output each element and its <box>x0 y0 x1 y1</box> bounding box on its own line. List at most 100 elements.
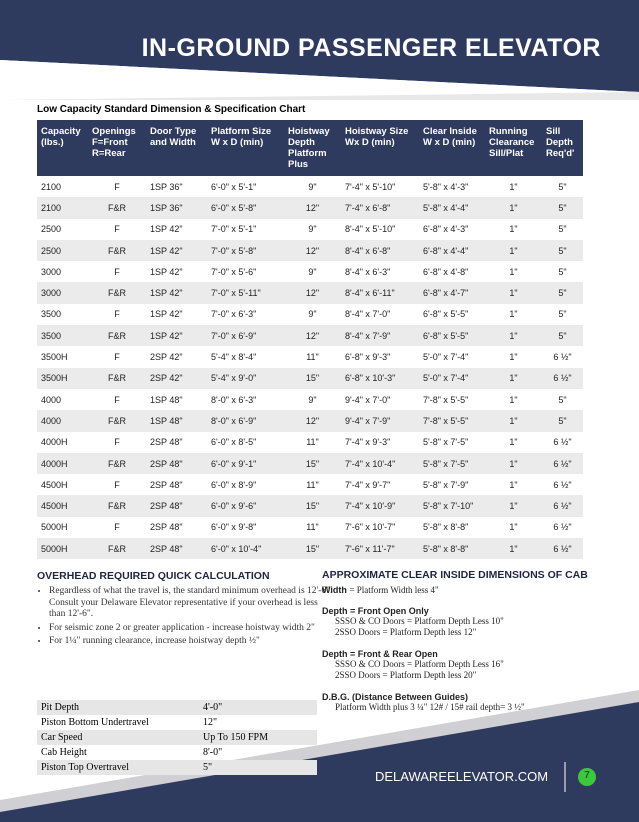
table-cell: 7'-0" x 6'-9" <box>207 325 284 347</box>
spacer <box>322 713 622 722</box>
table-cell: F&R <box>88 325 146 347</box>
bullet-item: For seismic zone 2 or greater applicatio… <box>49 623 334 635</box>
table-row: 5000H F 2SP 48" 6'-0" x 9'-8" 11" 7'-6" x 10'… <box>37 517 583 538</box>
table-cell: 6'-8" x 4'-3" <box>423 224 469 235</box>
table-cell: 1SP 42" <box>146 325 207 347</box>
table-cell: F <box>114 224 120 235</box>
table-cell: 1" <box>485 282 542 304</box>
table-cell: 6 ½" <box>553 437 572 448</box>
table-row: 3500 F 1SP 42" 7'-0" x 6'-3" 9" 8'-4" x 7'-0"… <box>37 304 583 325</box>
table-cell: 6 ½" <box>553 522 572 533</box>
column-header: Hoistway Depth Platform Plus <box>284 120 341 176</box>
table-cell: 1SP 42" <box>150 309 183 320</box>
table-cell: F&R <box>88 367 146 389</box>
table-cell: 1SP 42" <box>146 282 207 304</box>
table-cell: 5'-8" x 7'-10" <box>419 495 485 517</box>
table-cell: 5" <box>542 410 583 432</box>
table-cell: 1" <box>485 538 542 560</box>
table-cell: F <box>114 352 120 363</box>
table-cell: 7'-4" x 6'-8" <box>341 197 419 219</box>
table-cell: 1" <box>509 352 518 363</box>
table-cell: 1" <box>509 181 518 192</box>
table-cell: 1SP 48" <box>146 410 207 432</box>
table-cell: 5" <box>199 760 317 775</box>
bullet-item: For 1¼" running clearance, increase hois… <box>49 636 334 648</box>
table-cell: 8'-4" x 7'-9" <box>341 325 419 347</box>
table-cell: 7'-0" x 5'-8" <box>207 239 284 262</box>
table-cell: 5" <box>558 394 567 405</box>
table-cell: 7'-4" x 9'-7" <box>345 479 391 490</box>
table-cell: 15" <box>284 367 341 389</box>
table-cell: F&R <box>88 452 146 475</box>
table-cell: 8'-4" x 6'-8" <box>341 239 419 262</box>
table-cell: 5'-8" x 8'-8" <box>423 522 469 533</box>
table-cell: 5'-4" x 9'-0" <box>207 367 284 389</box>
table-cell: 4000 <box>41 394 62 405</box>
table-cell: 5'-4" x 8'-4" <box>211 352 257 363</box>
label: Width <box>322 585 347 595</box>
table-cell: 1" <box>509 394 518 405</box>
table-cell: 15" <box>284 452 341 475</box>
table-title: Low Capacity Standard Dimension & Specif… <box>37 104 306 115</box>
table-cell: 8'-4" x 6'-11" <box>341 282 419 304</box>
table-cell: 8'-4" x 6'-3" <box>345 266 391 277</box>
table-cell: 9" <box>308 181 317 192</box>
table-cell: 11" <box>306 479 319 490</box>
table-cell: 6'-0" x 8'-5" <box>211 437 257 448</box>
table-cell: 1SP 42" <box>150 266 183 277</box>
table-row: 5000H F&R 2SP 48" 6'-0" x 10'-4" 15" 7'-6" x … <box>37 538 583 560</box>
table-cell: 6'-8" x 10'-3" <box>341 367 419 389</box>
table-cell: 2100 <box>41 181 62 192</box>
table-cell: 1" <box>485 495 542 517</box>
table-row: 4000 F&R 1SP 48" 8'-0" x 6'-9" 12" 9'-4" x 7'… <box>37 410 583 432</box>
column-header: Running Clearance Sill/Plat <box>485 120 542 176</box>
table-cell: 7'-0" x 5'-11" <box>207 282 284 304</box>
section-heading: APPROXIMATE CLEAR INSIDE DIMENSIONS OF C… <box>322 569 588 581</box>
subheading: Depth = Front & Rear Open <box>322 649 438 659</box>
table-cell: 5" <box>542 325 583 347</box>
detail-line: 2SSO Doors = Platform Depth less 20" <box>335 670 477 680</box>
table-cell: 1" <box>509 522 518 533</box>
spacer <box>322 638 622 647</box>
table-cell: 6'-0" x 9'-6" <box>207 495 284 517</box>
page-number: 7 <box>584 770 590 781</box>
table-cell: 12" <box>203 717 218 728</box>
section-heading: OVERHEAD REQUIRED QUICK CALCULATION <box>37 570 270 582</box>
table-row: Pit Depth 4'-0" <box>37 700 317 715</box>
table-cell: 3500 <box>37 325 88 347</box>
table-row: 2500 F&R 1SP 42" 7'-0" x 5'-8" 12" 8'-4" x 6'… <box>37 239 583 262</box>
table-cell: 3000 <box>41 266 62 277</box>
table-cell: 6 ½" <box>542 538 583 560</box>
width-line: Width = Platform Width less 4" <box>322 585 439 595</box>
table-cell: 3500H <box>37 367 88 389</box>
table-cell: 12" <box>284 239 341 262</box>
bullet-item: Regardless of what the travel is, the st… <box>49 586 334 621</box>
table-row: 3000 F&R 1SP 42" 7'-0" x 5'-11" 12" 8'-4" x 6… <box>37 282 583 304</box>
table-cell: Car Speed <box>37 730 199 745</box>
table-cell: 5" <box>558 309 567 320</box>
detail-line: SSSO & CO Doors = Platform Depth Less 16… <box>335 659 504 669</box>
table-cell: 1" <box>485 325 542 347</box>
table-cell: Piston Top Overtravel <box>37 760 199 775</box>
table-cell: 5000H <box>37 538 88 560</box>
table-cell: 4500H <box>37 495 88 517</box>
table-cell: 6 ½" <box>553 479 572 490</box>
table-cell: 5'-8" x 7'-9" <box>423 479 469 490</box>
spec-table: Capacity (lbs.) Openings F=Front R=Rear Do… <box>37 120 583 560</box>
table-cell: 2SP 42" <box>146 367 207 389</box>
table-row: 3000 F 1SP 42" 7'-0" x 5'-6" 9" 8'-4" x 6'-3"… <box>37 261 583 282</box>
subheading: Depth = Front Open Only <box>322 606 429 616</box>
table-cell: F&R <box>88 410 146 432</box>
table-cell: 1" <box>485 410 542 432</box>
column-header: Door Type and Width <box>146 120 207 176</box>
table-cell: 3500H <box>41 352 68 363</box>
table-row: Cab Height 8'-0" <box>37 745 317 760</box>
table-cell: 1" <box>485 452 542 475</box>
table-cell: 2SP 48" <box>146 538 207 560</box>
table-cell: 7'-6" x 10'-7" <box>345 522 396 533</box>
table-row: 3500 F&R 1SP 42" 7'-0" x 6'-9" 12" 8'-4" x 7'… <box>37 325 583 347</box>
table-cell: F&R <box>88 239 146 262</box>
column-header: Clear Inside W x D (min) <box>419 120 485 176</box>
table-cell: 5'-0" x 7'-4" <box>419 367 485 389</box>
